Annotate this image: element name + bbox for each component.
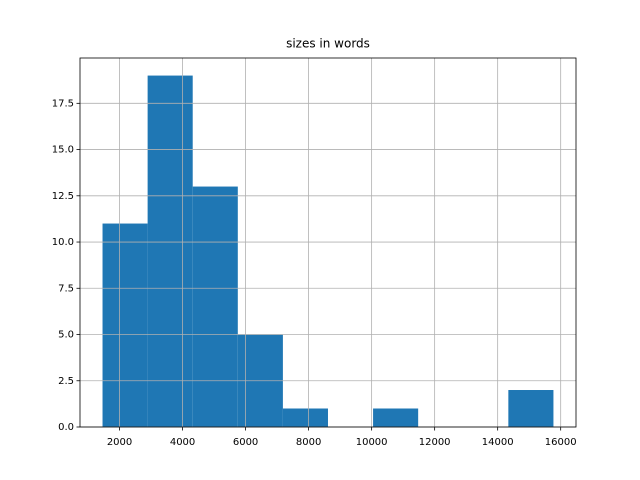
- y-tick-label: 12.5: [52, 191, 74, 202]
- y-tick-label: 17.5: [52, 98, 74, 109]
- chart-title: sizes in words: [286, 37, 370, 51]
- x-tick-label: 16000: [545, 437, 577, 448]
- bar: [508, 390, 554, 427]
- bar: [373, 408, 419, 427]
- bar: [102, 223, 148, 427]
- y-tick-label: 7.5: [58, 283, 74, 294]
- bar: [192, 186, 238, 427]
- x-tick-label: 2000: [107, 437, 132, 448]
- x-tick-label: 12000: [419, 437, 451, 448]
- x-tick-label: 10000: [356, 437, 388, 448]
- bar: [282, 408, 328, 427]
- y-tick-label: 10.0: [52, 237, 74, 248]
- y-tick-label: 5.0: [58, 330, 74, 341]
- x-tick-label: 8000: [296, 437, 321, 448]
- axes-frame: [79, 57, 577, 428]
- y-tick-label: 2.5: [58, 376, 74, 387]
- bar: [147, 75, 193, 428]
- x-tick-label: 6000: [233, 437, 258, 448]
- y-tick-label: 15.0: [52, 145, 74, 156]
- x-tick-label: 14000: [482, 437, 514, 448]
- x-tick-label: 4000: [170, 437, 195, 448]
- y-tick-label: 0.0: [58, 422, 74, 433]
